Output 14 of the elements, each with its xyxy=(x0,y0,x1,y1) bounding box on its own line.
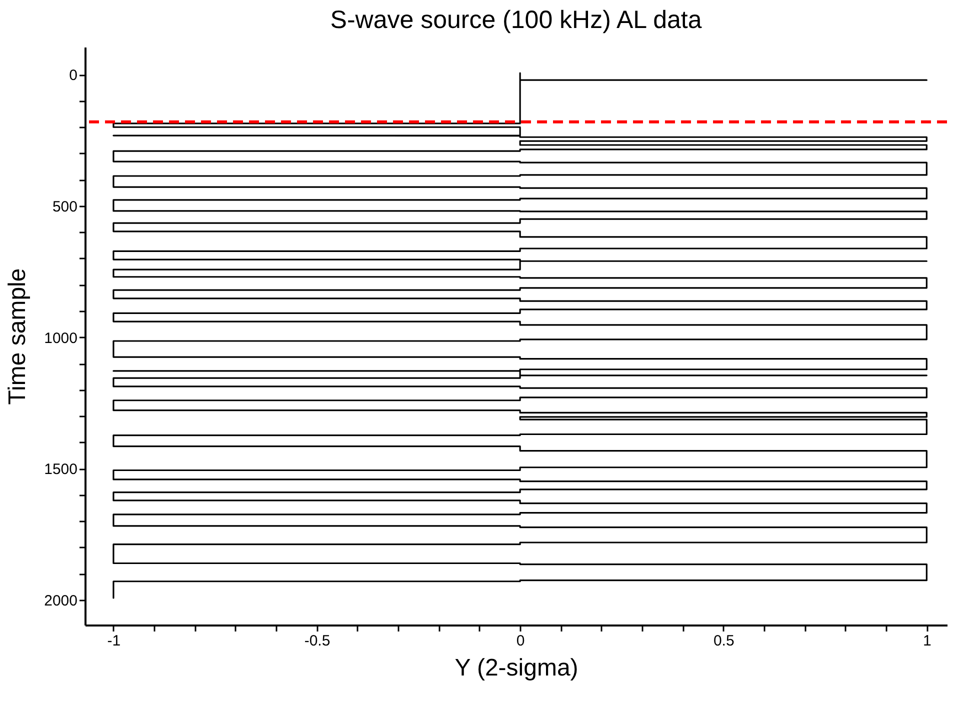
chart-title: S-wave source (100 kHz) AL data xyxy=(330,6,702,34)
y-tick-label: 1000 xyxy=(44,330,78,347)
y-tick-label: 500 xyxy=(52,198,78,216)
x-tick-label: 0 xyxy=(516,632,525,650)
y-tick-label: 2000 xyxy=(44,592,78,610)
x-tick-label: 0.5 xyxy=(713,632,734,650)
x-tick-label: 1 xyxy=(923,632,932,650)
x-tick-label: -1 xyxy=(107,632,121,650)
y-axis-title: Time sample xyxy=(4,268,32,405)
x-tick-label: -0.5 xyxy=(304,632,330,650)
y-tick-label: 0 xyxy=(69,67,78,84)
x-axis-title: Y (2-sigma) xyxy=(454,654,578,682)
line-series xyxy=(112,72,928,599)
y-tick-label: 1500 xyxy=(44,461,78,478)
